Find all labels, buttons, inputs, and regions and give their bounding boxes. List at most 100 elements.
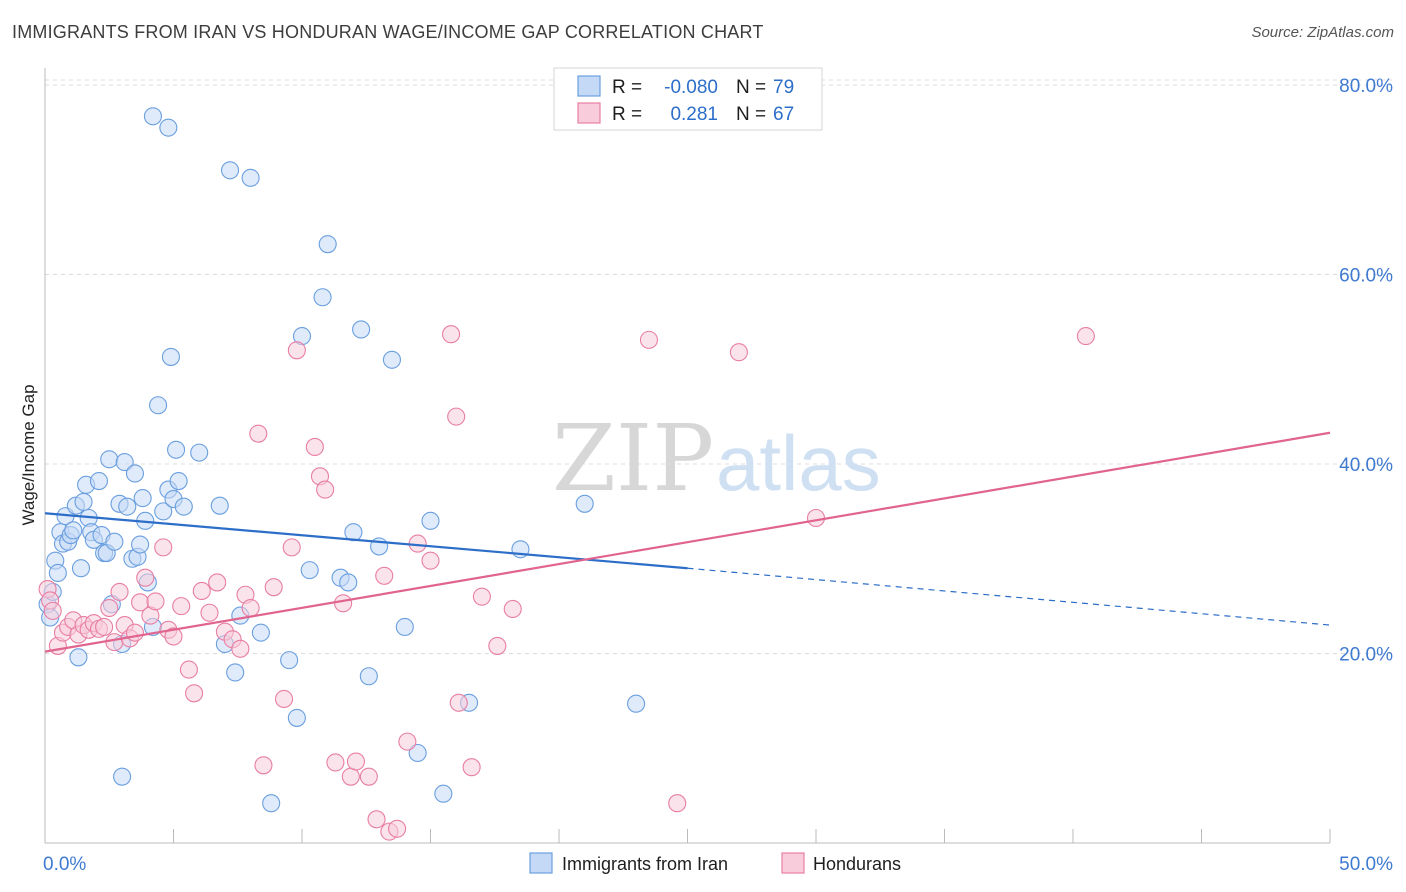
honduran-point xyxy=(421,551,440,570)
chart-title: IMMIGRANTS FROM IRAN VS HONDURAN WAGE/IN… xyxy=(12,22,764,42)
iran-trend-line-extension xyxy=(687,567,1331,626)
honduran-point xyxy=(282,538,301,557)
y-axis-label: Wage/Income Gap xyxy=(19,384,38,525)
iran-point xyxy=(241,168,260,187)
honduran-trend-line xyxy=(44,431,1331,653)
honduran-point xyxy=(95,617,114,637)
iran-point xyxy=(190,443,209,462)
y-tick-label: 80.0% xyxy=(1339,76,1393,97)
iran-point xyxy=(382,350,402,369)
honduran-point xyxy=(729,343,748,362)
iran-point xyxy=(220,161,240,180)
iran-point xyxy=(262,794,281,813)
legend-n-value-2: 67 xyxy=(773,104,794,125)
iran-point xyxy=(118,497,137,516)
honduran-point xyxy=(105,633,124,652)
iran-point xyxy=(115,453,134,472)
iran-trend-line xyxy=(44,512,688,570)
honduran-point xyxy=(43,601,62,620)
iran-point xyxy=(395,617,414,637)
iran-point xyxy=(280,651,299,670)
iran-point xyxy=(339,573,358,592)
honduran-point xyxy=(462,758,481,777)
iran-point xyxy=(100,450,119,469)
iran-point xyxy=(167,440,186,459)
honduran-point xyxy=(125,623,144,642)
series-honduran-points xyxy=(38,325,1095,841)
trend-lines xyxy=(44,431,1331,653)
iran-point xyxy=(421,511,440,530)
honduran-point xyxy=(449,693,468,712)
honduran-point xyxy=(254,756,273,775)
iran-point xyxy=(159,118,178,137)
honduran-point xyxy=(172,597,191,616)
honduran-point xyxy=(316,480,335,499)
legend-r-value-1: -0.080 xyxy=(664,77,718,98)
honduran-point xyxy=(388,819,407,838)
iran-point xyxy=(154,502,173,521)
source-label: Source: ZipAtlas.com xyxy=(1251,24,1394,41)
honduran-point xyxy=(274,689,294,709)
legend-n-label-1: N = xyxy=(736,77,766,98)
bottom-legend-swatch-hondurans xyxy=(781,852,805,874)
honduran-point xyxy=(164,627,183,646)
iran-point xyxy=(125,464,144,483)
bottom-legend: Immigrants from Iran Hondurans xyxy=(529,852,901,874)
bottom-legend-swatch-iran xyxy=(529,852,553,874)
iran-point xyxy=(89,472,109,491)
honduran-point xyxy=(179,660,198,679)
honduran-point xyxy=(334,594,353,613)
honduran-point xyxy=(241,598,260,618)
honduran-point xyxy=(287,341,306,360)
iran-point xyxy=(69,648,88,667)
honduran-point xyxy=(146,592,165,611)
iran-point xyxy=(210,496,229,515)
y-tick-labels: 20.0% 40.0% 60.0% 80.0% xyxy=(1339,76,1393,666)
iran-point xyxy=(313,288,332,307)
honduran-point xyxy=(375,566,394,585)
honduran-point xyxy=(503,599,522,619)
honduran-point xyxy=(447,407,466,426)
honduran-point xyxy=(185,684,204,703)
gridlines xyxy=(45,79,1392,654)
legend-n-label-2: N = xyxy=(736,104,766,125)
iran-point xyxy=(149,396,168,415)
iran-point xyxy=(143,107,162,126)
iran-point xyxy=(575,494,594,513)
iran-point xyxy=(318,235,337,254)
iran-point xyxy=(434,784,453,803)
honduran-point xyxy=(472,587,491,606)
watermark-atlas: atlas xyxy=(716,419,881,507)
bottom-legend-iran: Immigrants from Iran xyxy=(562,854,728,874)
watermark-zip: ZIP xyxy=(552,405,714,512)
honduran-point xyxy=(200,603,219,622)
honduran-point xyxy=(305,437,324,456)
iran-point xyxy=(169,472,188,491)
y-tick-label: 60.0% xyxy=(1339,266,1393,287)
honduran-point xyxy=(367,810,386,829)
iran-point xyxy=(113,767,132,786)
iran-point xyxy=(105,532,124,551)
honduran-point xyxy=(639,330,659,349)
honduran-point xyxy=(249,424,268,443)
iran-point xyxy=(161,347,180,366)
honduran-point xyxy=(398,732,417,751)
honduran-point xyxy=(136,568,155,587)
iran-point xyxy=(352,320,371,339)
legend-swatch-pink xyxy=(577,102,601,124)
iran-point xyxy=(71,559,91,578)
iran-point xyxy=(627,694,646,713)
y-tick-label: 40.0% xyxy=(1339,455,1393,476)
honduran-point xyxy=(346,752,366,771)
iran-point xyxy=(300,561,319,580)
legend-n-value-1: 79 xyxy=(773,77,794,98)
honduran-point xyxy=(208,573,227,592)
iran-point xyxy=(287,708,306,727)
honduran-point xyxy=(359,767,378,786)
iran-point xyxy=(408,743,427,763)
legend-r-label-1: R = xyxy=(612,77,642,98)
honduran-point xyxy=(264,578,283,597)
x-tick-label-min: 0.0% xyxy=(43,854,86,875)
honduran-point xyxy=(442,325,461,344)
